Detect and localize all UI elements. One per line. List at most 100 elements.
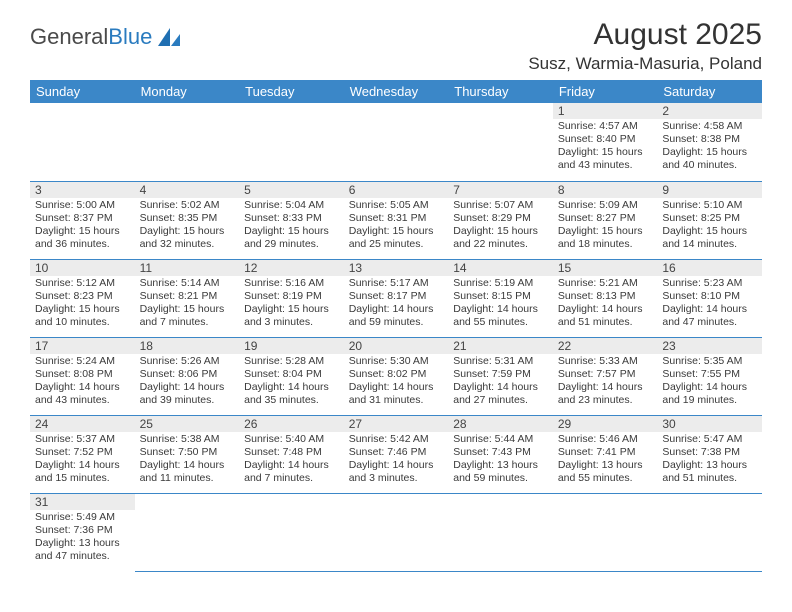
sunrise-line: Sunrise: 5:38 AM (140, 433, 235, 446)
daylight-line: Daylight: 14 hours and 19 minutes. (662, 381, 757, 407)
day-details: Sunrise: 5:17 AMSunset: 8:17 PMDaylight:… (344, 276, 449, 333)
weekday-header: Monday (135, 80, 240, 103)
day-details: Sunrise: 5:19 AMSunset: 8:15 PMDaylight:… (448, 276, 553, 333)
day-details: Sunrise: 5:42 AMSunset: 7:46 PMDaylight:… (344, 432, 449, 489)
calendar-day-cell: 24Sunrise: 5:37 AMSunset: 7:52 PMDayligh… (30, 415, 135, 493)
sunset-line: Sunset: 8:13 PM (558, 290, 653, 303)
day-number: 11 (135, 260, 240, 276)
calendar-day-cell: 22Sunrise: 5:33 AMSunset: 7:57 PMDayligh… (553, 337, 658, 415)
daylight-line: Daylight: 15 hours and 18 minutes. (558, 225, 653, 251)
day-details: Sunrise: 5:47 AMSunset: 7:38 PMDaylight:… (657, 432, 762, 489)
calendar-day-cell (239, 103, 344, 181)
sunset-line: Sunset: 7:59 PM (453, 368, 548, 381)
sunrise-line: Sunrise: 5:28 AM (244, 355, 339, 368)
calendar-week-row: 1Sunrise: 4:57 AMSunset: 8:40 PMDaylight… (30, 103, 762, 181)
day-details: Sunrise: 5:33 AMSunset: 7:57 PMDaylight:… (553, 354, 658, 411)
calendar-week-row: 31Sunrise: 5:49 AMSunset: 7:36 PMDayligh… (30, 493, 762, 571)
calendar-day-cell: 30Sunrise: 5:47 AMSunset: 7:38 PMDayligh… (657, 415, 762, 493)
day-number: 6 (344, 182, 449, 198)
calendar-day-cell (135, 103, 240, 181)
daylight-line: Daylight: 15 hours and 25 minutes. (349, 225, 444, 251)
day-number: 26 (239, 416, 344, 432)
day-details: Sunrise: 4:57 AMSunset: 8:40 PMDaylight:… (553, 119, 658, 176)
day-number: 24 (30, 416, 135, 432)
sunrise-line: Sunrise: 5:46 AM (558, 433, 653, 446)
sunrise-line: Sunrise: 5:04 AM (244, 199, 339, 212)
weekday-header: Wednesday (344, 80, 449, 103)
sunset-line: Sunset: 8:29 PM (453, 212, 548, 225)
logo: GeneralBlue (30, 24, 182, 50)
sunset-line: Sunset: 7:36 PM (35, 524, 130, 537)
day-details: Sunrise: 5:05 AMSunset: 8:31 PMDaylight:… (344, 198, 449, 255)
day-number: 2 (657, 103, 762, 119)
weekday-header-row: Sunday Monday Tuesday Wednesday Thursday… (30, 80, 762, 103)
sunrise-line: Sunrise: 5:17 AM (349, 277, 444, 290)
calendar-day-cell (448, 103, 553, 181)
calendar-day-cell: 5Sunrise: 5:04 AMSunset: 8:33 PMDaylight… (239, 181, 344, 259)
day-number: 19 (239, 338, 344, 354)
sunrise-line: Sunrise: 5:42 AM (349, 433, 444, 446)
sunrise-line: Sunrise: 5:16 AM (244, 277, 339, 290)
sunset-line: Sunset: 7:38 PM (662, 446, 757, 459)
day-details: Sunrise: 5:28 AMSunset: 8:04 PMDaylight:… (239, 354, 344, 411)
sunset-line: Sunset: 7:52 PM (35, 446, 130, 459)
sunset-line: Sunset: 7:43 PM (453, 446, 548, 459)
calendar-day-cell (239, 493, 344, 571)
weekday-header: Sunday (30, 80, 135, 103)
calendar-day-cell: 7Sunrise: 5:07 AMSunset: 8:29 PMDaylight… (448, 181, 553, 259)
day-details: Sunrise: 5:12 AMSunset: 8:23 PMDaylight:… (30, 276, 135, 333)
calendar-day-cell (135, 493, 240, 571)
day-number: 28 (448, 416, 553, 432)
calendar-day-cell: 8Sunrise: 5:09 AMSunset: 8:27 PMDaylight… (553, 181, 658, 259)
day-details: Sunrise: 5:46 AMSunset: 7:41 PMDaylight:… (553, 432, 658, 489)
weekday-header: Friday (553, 80, 658, 103)
day-number: 7 (448, 182, 553, 198)
day-number: 30 (657, 416, 762, 432)
sunrise-line: Sunrise: 5:24 AM (35, 355, 130, 368)
logo-text-1: General (30, 24, 108, 50)
sunset-line: Sunset: 7:41 PM (558, 446, 653, 459)
calendar-day-cell: 29Sunrise: 5:46 AMSunset: 7:41 PMDayligh… (553, 415, 658, 493)
calendar-day-cell: 11Sunrise: 5:14 AMSunset: 8:21 PMDayligh… (135, 259, 240, 337)
calendar-day-cell: 1Sunrise: 4:57 AMSunset: 8:40 PMDaylight… (553, 103, 658, 181)
calendar-day-cell (344, 493, 449, 571)
calendar-day-cell: 23Sunrise: 5:35 AMSunset: 7:55 PMDayligh… (657, 337, 762, 415)
sunrise-line: Sunrise: 5:40 AM (244, 433, 339, 446)
weekday-header: Thursday (448, 80, 553, 103)
day-number: 12 (239, 260, 344, 276)
daylight-line: Daylight: 15 hours and 14 minutes. (662, 225, 757, 251)
daylight-line: Daylight: 15 hours and 3 minutes. (244, 303, 339, 329)
sunset-line: Sunset: 8:37 PM (35, 212, 130, 225)
sunrise-line: Sunrise: 5:09 AM (558, 199, 653, 212)
weekday-header: Saturday (657, 80, 762, 103)
day-details: Sunrise: 5:00 AMSunset: 8:37 PMDaylight:… (30, 198, 135, 255)
day-number: 4 (135, 182, 240, 198)
day-number: 15 (553, 260, 658, 276)
sunset-line: Sunset: 8:17 PM (349, 290, 444, 303)
day-number: 16 (657, 260, 762, 276)
sunrise-line: Sunrise: 5:33 AM (558, 355, 653, 368)
daylight-line: Daylight: 14 hours and 51 minutes. (558, 303, 653, 329)
sunrise-line: Sunrise: 5:02 AM (140, 199, 235, 212)
daylight-line: Daylight: 15 hours and 36 minutes. (35, 225, 130, 251)
calendar-day-cell: 13Sunrise: 5:17 AMSunset: 8:17 PMDayligh… (344, 259, 449, 337)
day-details: Sunrise: 5:26 AMSunset: 8:06 PMDaylight:… (135, 354, 240, 411)
daylight-line: Daylight: 14 hours and 59 minutes. (349, 303, 444, 329)
calendar-day-cell: 14Sunrise: 5:19 AMSunset: 8:15 PMDayligh… (448, 259, 553, 337)
sunset-line: Sunset: 8:06 PM (140, 368, 235, 381)
day-details: Sunrise: 5:49 AMSunset: 7:36 PMDaylight:… (30, 510, 135, 567)
sunrise-line: Sunrise: 4:57 AM (558, 120, 653, 133)
daylight-line: Daylight: 14 hours and 11 minutes. (140, 459, 235, 485)
day-number: 5 (239, 182, 344, 198)
sunrise-line: Sunrise: 5:14 AM (140, 277, 235, 290)
calendar-day-cell: 12Sunrise: 5:16 AMSunset: 8:19 PMDayligh… (239, 259, 344, 337)
sunset-line: Sunset: 8:15 PM (453, 290, 548, 303)
day-number: 3 (30, 182, 135, 198)
calendar-week-row: 10Sunrise: 5:12 AMSunset: 8:23 PMDayligh… (30, 259, 762, 337)
calendar-day-cell: 19Sunrise: 5:28 AMSunset: 8:04 PMDayligh… (239, 337, 344, 415)
day-details: Sunrise: 5:40 AMSunset: 7:48 PMDaylight:… (239, 432, 344, 489)
calendar-day-cell: 27Sunrise: 5:42 AMSunset: 7:46 PMDayligh… (344, 415, 449, 493)
sunrise-line: Sunrise: 5:26 AM (140, 355, 235, 368)
daylight-line: Daylight: 15 hours and 29 minutes. (244, 225, 339, 251)
day-details: Sunrise: 5:09 AMSunset: 8:27 PMDaylight:… (553, 198, 658, 255)
